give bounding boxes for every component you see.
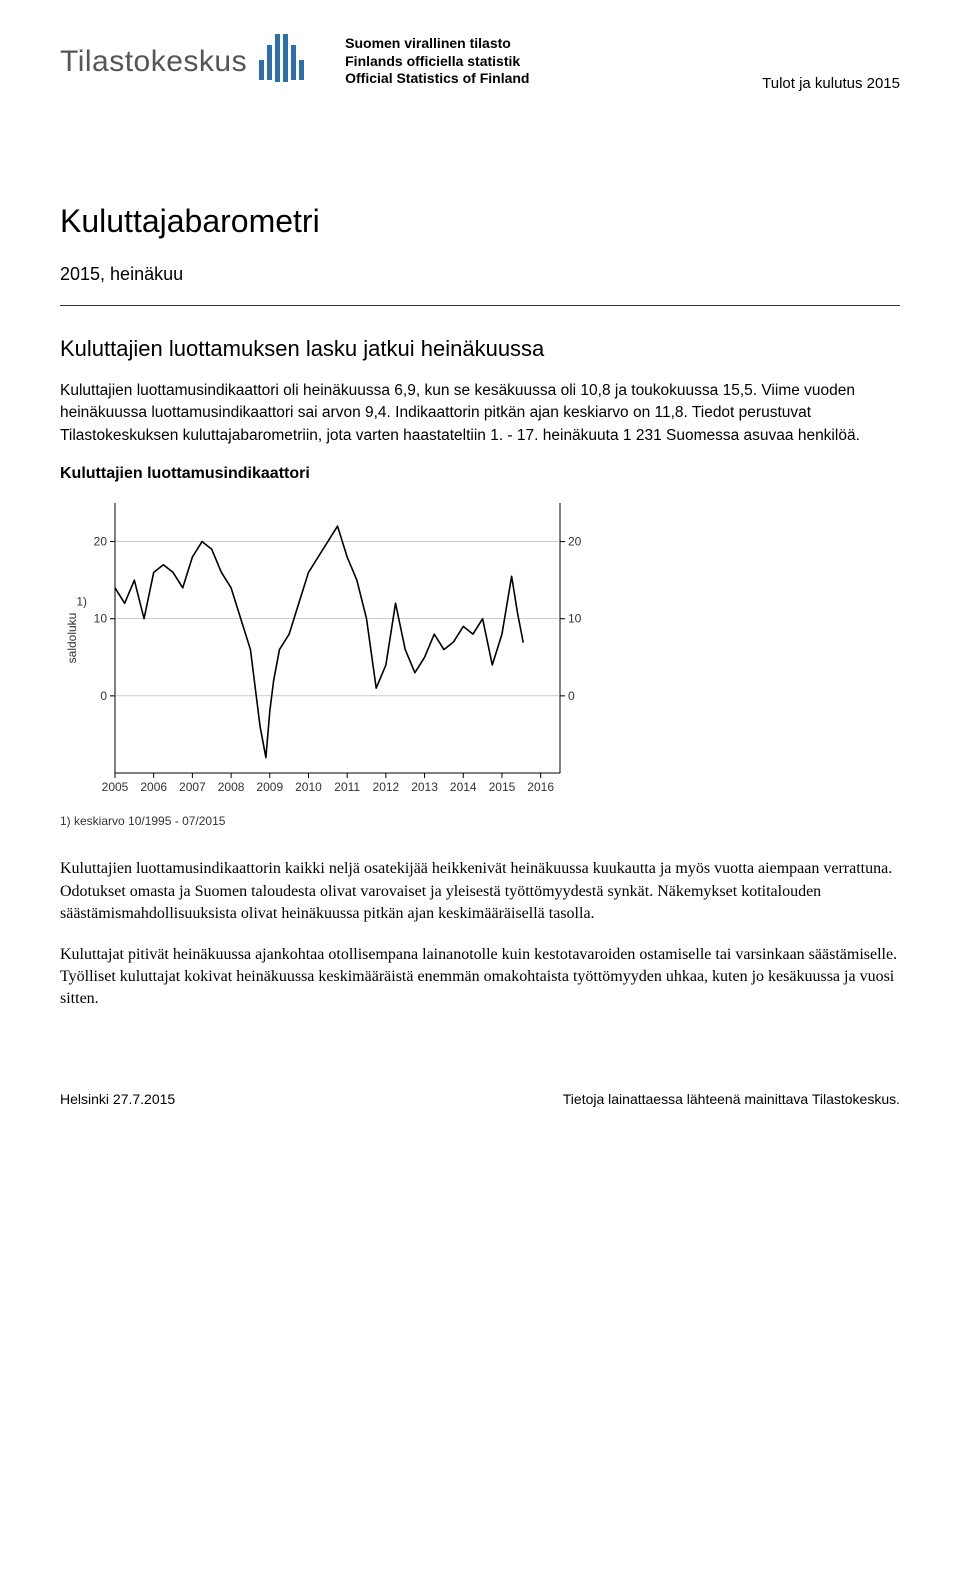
svg-text:2014: 2014	[450, 780, 477, 794]
official-line-fi: Suomen virallinen tilasto	[345, 35, 529, 53]
svg-text:2008: 2008	[218, 780, 245, 794]
official-statistics-label: Suomen virallinen tilasto Finlands offic…	[345, 35, 529, 88]
page-subtitle: 2015, heinäkuu	[60, 264, 900, 285]
svg-text:0: 0	[100, 689, 107, 703]
section-heading: Kuluttajien luottamuksen lasku jatkui he…	[60, 336, 900, 362]
line-chart: 0 0 10 10 20 20 1) 2005 2006 2007 2008 2009 2010 2011…	[60, 493, 600, 803]
svg-text:1): 1)	[76, 595, 87, 609]
svg-text:2009: 2009	[256, 780, 283, 794]
svg-text:2005: 2005	[102, 780, 129, 794]
official-line-en: Official Statistics of Finland	[345, 70, 529, 88]
svg-text:saldoluku: saldoluku	[65, 613, 79, 664]
svg-text:0: 0	[568, 689, 575, 703]
brand-name: Tilastokeskus	[60, 45, 247, 79]
svg-text:20: 20	[568, 535, 582, 549]
svg-text:20: 20	[94, 535, 108, 549]
svg-text:2016: 2016	[527, 780, 554, 794]
footer-date: Helsinki 27.7.2015	[60, 1091, 175, 1107]
chart-container: Kuluttajien luottamusindikaattori 0 0 10 10…	[60, 465, 900, 828]
svg-text:2006: 2006	[140, 780, 167, 794]
page-title: Kuluttajabarometri	[60, 203, 900, 240]
body-paragraph-3: Kuluttajat pitivät heinäkuussa ajankohta…	[60, 944, 900, 1011]
svg-text:2015: 2015	[489, 780, 516, 794]
svg-text:10: 10	[568, 612, 582, 626]
brand-logo: Tilastokeskus	[60, 30, 345, 93]
svg-text:2010: 2010	[295, 780, 322, 794]
official-line-sv: Finlands officiella statistik	[345, 53, 529, 71]
svg-text:10: 10	[94, 612, 108, 626]
svg-text:2013: 2013	[411, 780, 438, 794]
page-footer: Helsinki 27.7.2015 Tietoja lainattaessa …	[60, 1091, 900, 1107]
category-label: Tulot ja kulutus 2015	[762, 75, 900, 92]
footer-attribution: Tietoja lainattaessa lähteenä mainittava…	[563, 1091, 900, 1107]
svg-text:2012: 2012	[373, 780, 400, 794]
brand-bars-icon	[255, 30, 315, 93]
chart-title: Kuluttajien luottamusindikaattori	[60, 465, 900, 483]
body-paragraph-2: Kuluttajien luottamusindikaattorin kaikk…	[60, 858, 900, 925]
svg-text:2011: 2011	[334, 780, 360, 794]
title-separator	[60, 305, 900, 306]
chart-footnote: 1) keskiarvo 10/1995 - 07/2015	[60, 814, 900, 828]
intro-paragraph: Kuluttajien luottamusindikaattori oli he…	[60, 380, 900, 447]
page-header: Tilastokeskus Suomen virallinen tilasto …	[60, 30, 900, 93]
svg-text:2007: 2007	[179, 780, 206, 794]
